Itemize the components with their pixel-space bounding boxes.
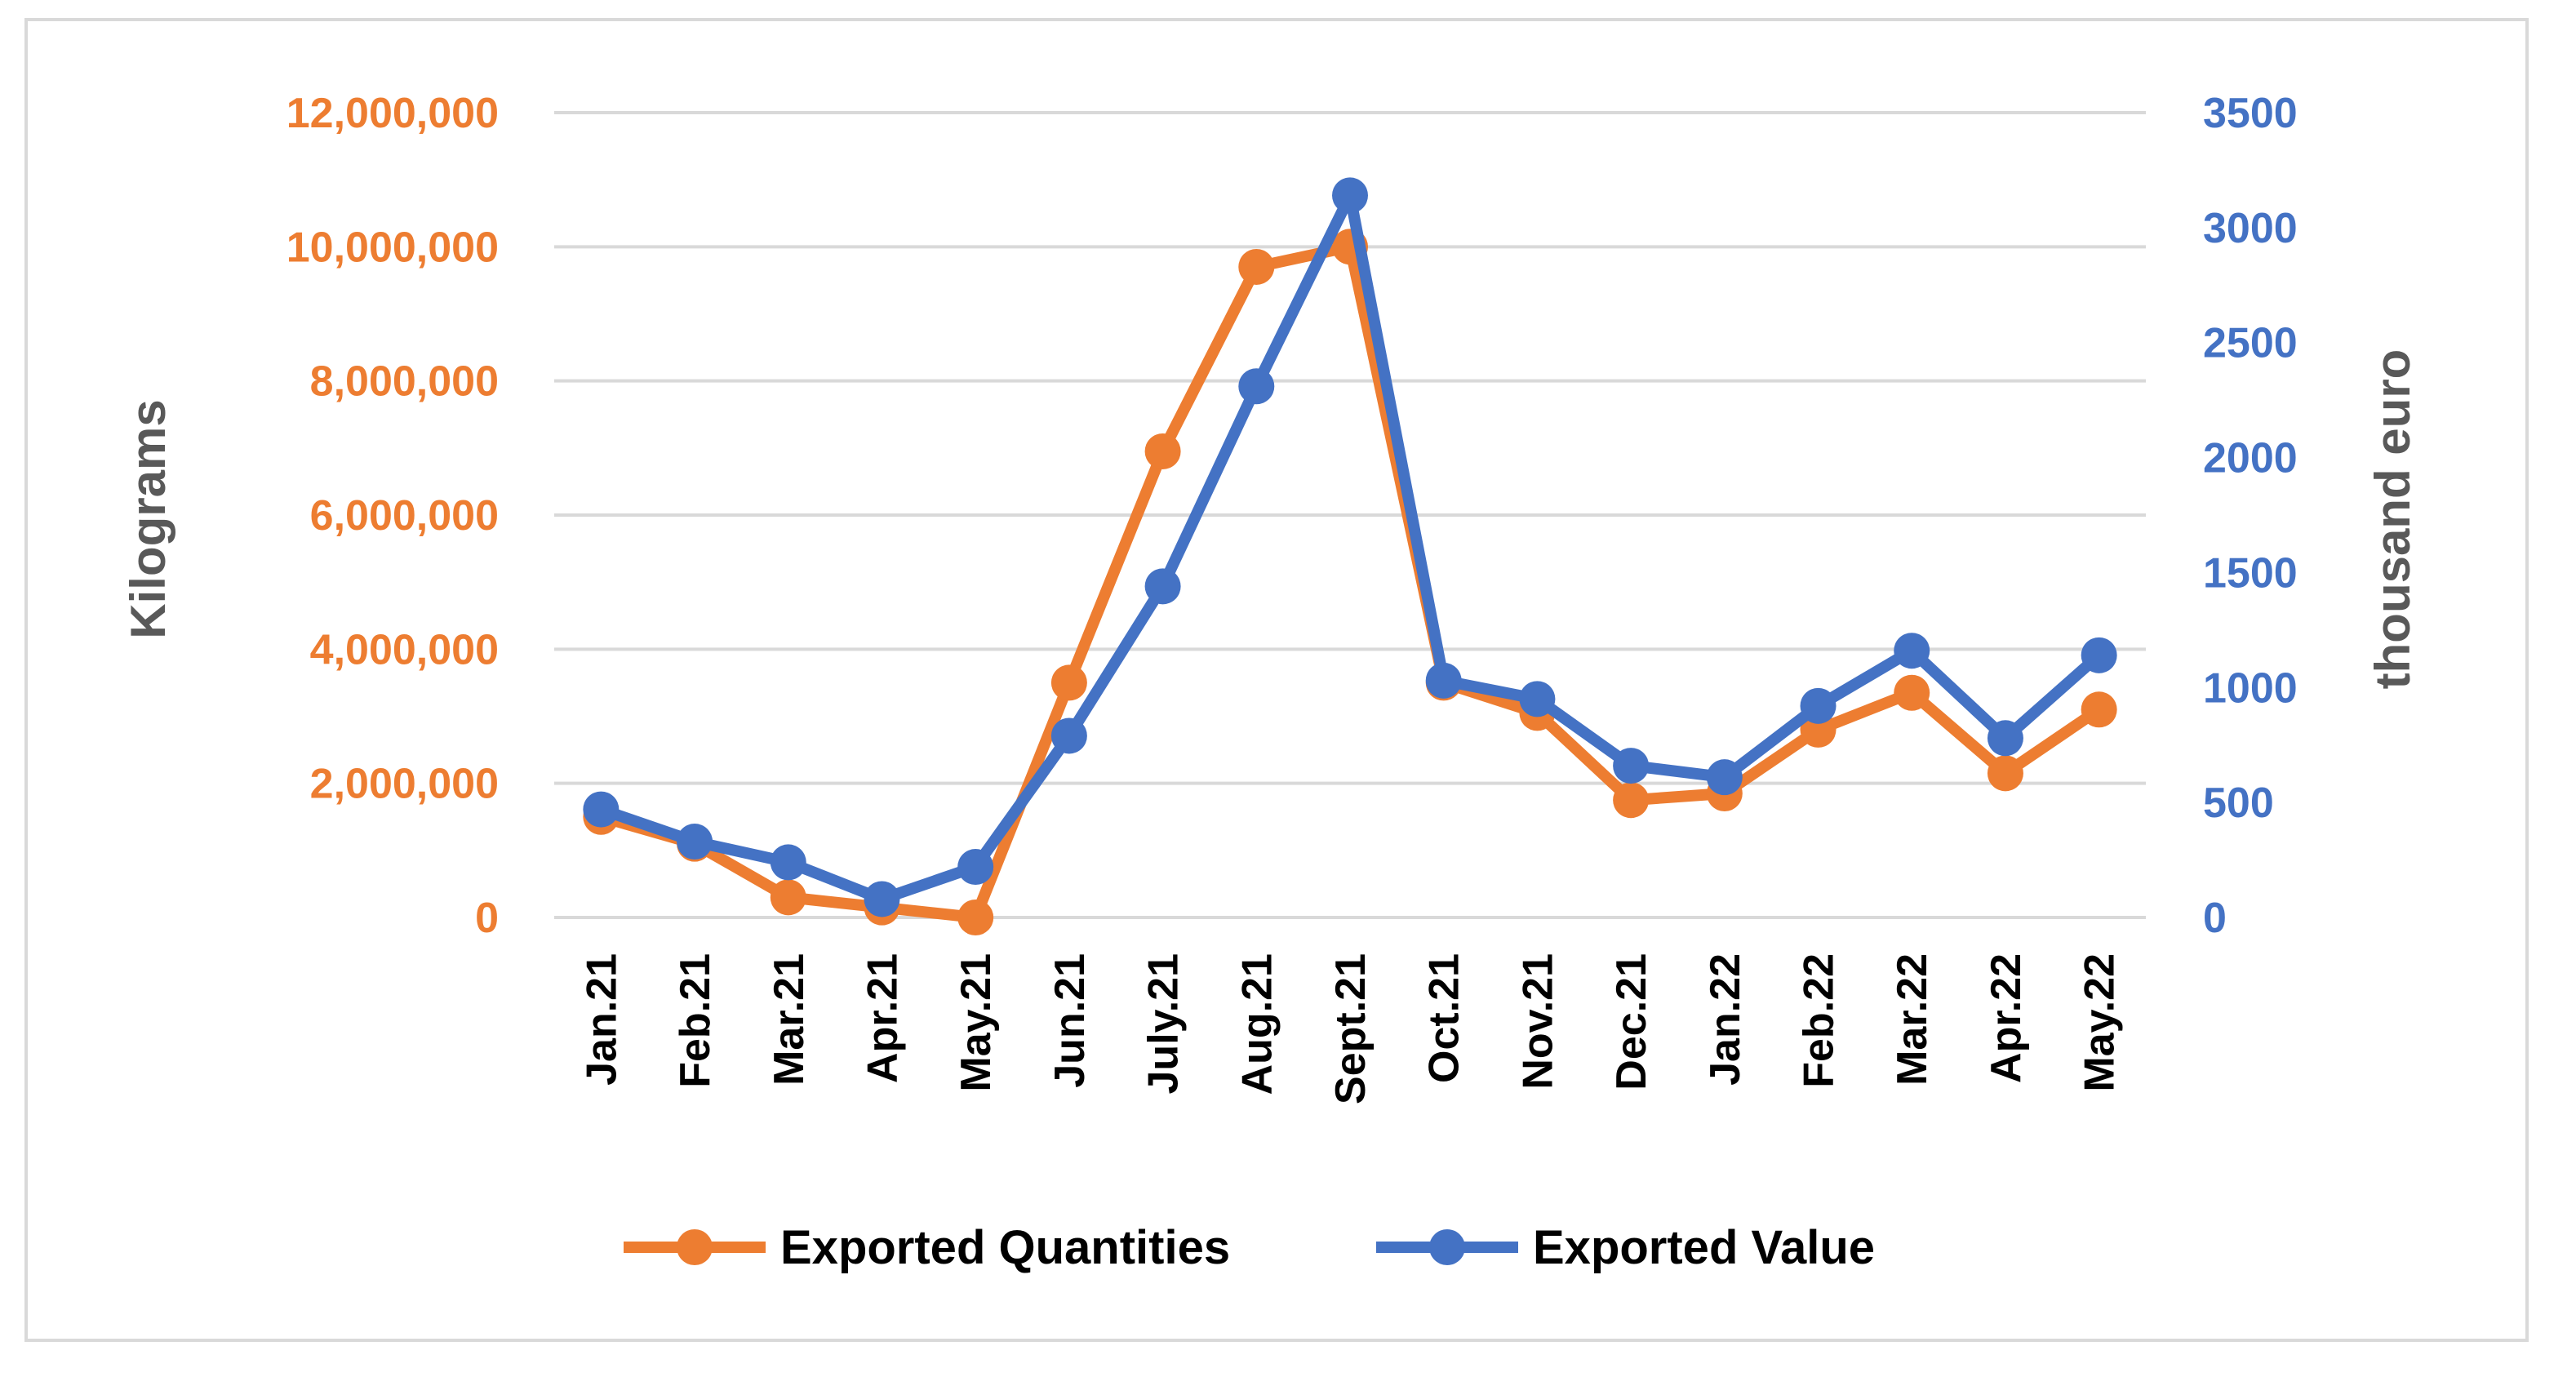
data-point [770,844,806,881]
data-point [770,879,806,916]
data-point [864,881,900,917]
legend-item-value: Exported Value [1376,1221,1875,1274]
data-point [2081,637,2117,673]
right-tick-label: 2500 [2203,320,2298,367]
x-tick-label: Dec.21 [1608,953,1655,1091]
legend-label-quantities: Exported Quantities [780,1221,1230,1274]
right-tick-label: 2000 [2203,435,2298,482]
right-tick-label: 3500 [2203,90,2298,137]
left-tick-label: 12,000,000 [286,90,499,137]
x-tick-label: Jan.21 [578,953,625,1086]
left-axis-title: Kilograms [121,399,175,638]
data-point [1238,248,1275,285]
left-tick-label: 4,000,000 [310,626,499,673]
x-axis: Jan.21 Feb.21 Mar.21 Apr.21 May.21 Jun.21 July… [578,953,2123,1104]
data-point [1987,755,2023,792]
right-tick-label: 500 [2203,780,2274,827]
chart-frame: 0 2,000,000 4,000,000 6,000,000 8,000,000 10,… [24,18,2529,1342]
data-point [957,900,994,935]
data-point [1144,433,1181,469]
x-tick-label: Nov.21 [1514,953,1561,1090]
data-point [957,849,994,886]
x-tick-label: Sept.21 [1327,953,1375,1104]
x-tick-label: July.21 [1140,953,1188,1094]
x-tick-label: Feb.22 [1796,953,1843,1088]
x-tick-label: Mar.21 [766,953,813,1086]
x-tick-label: Apr.22 [1983,953,2030,1083]
x-tick-label: May.22 [2076,953,2124,1092]
data-point [1238,368,1275,405]
right-axis: 0 500 1000 1500 2000 2500 3000 3500 [2203,90,2298,942]
data-point [1613,782,1650,819]
left-tick-label: 10,000,000 [286,224,499,271]
legend-label-value: Exported Value [1533,1221,1875,1274]
left-axis: 0 2,000,000 4,000,000 6,000,000 8,000,000 10,… [286,90,499,942]
data-point [1050,717,1087,754]
series-quantities [583,229,2117,935]
x-tick-label: Jun.21 [1046,953,1094,1088]
right-tick-label: 3000 [2203,205,2298,252]
x-tick-label: Jan.22 [1702,953,1749,1086]
series-line [595,189,2105,905]
data-point [1894,633,1930,669]
series-value [583,177,2117,917]
right-tick-label: 0 [2203,895,2227,942]
right-tick-label: 1500 [2203,549,2298,597]
data-point [1144,568,1181,605]
line-chart: 0 2,000,000 4,000,000 6,000,000 8,000,000 10,… [121,90,2420,1274]
x-tick-label: May.21 [953,953,1000,1092]
legend: Exported Quantities Exported Value [624,1221,1875,1274]
data-point [1987,720,2023,757]
legend-marker-value [1429,1229,1465,1265]
series-line [595,241,2105,923]
data-point [1519,681,1556,717]
data-point [1332,177,1368,214]
x-tick-label: Mar.22 [1889,953,1936,1086]
data-point [677,824,713,860]
left-tick-label: 8,000,000 [310,358,499,406]
data-point [1706,759,1743,796]
data-point [1425,662,1462,699]
x-tick-label: Oct.21 [1421,953,1468,1083]
left-tick-label: 2,000,000 [310,761,499,808]
data-point [1800,687,1837,724]
right-axis-title: thousand euro [2365,349,2420,690]
legend-item-quantities: Exported Quantities [624,1221,1230,1274]
right-tick-label: 1000 [2203,664,2298,712]
left-tick-label: 0 [475,895,499,942]
legend-marker-quantities [677,1229,713,1265]
data-point [583,791,620,828]
data-point [1050,664,1087,701]
data-point [2081,691,2117,728]
left-tick-label: 6,000,000 [310,492,499,540]
data-point [1894,674,1930,711]
series-layer [583,177,2117,935]
x-tick-label: Feb.21 [672,953,719,1088]
x-tick-label: Apr.21 [859,953,906,1083]
x-tick-label: Aug.21 [1233,953,1281,1095]
data-point [1613,748,1650,784]
